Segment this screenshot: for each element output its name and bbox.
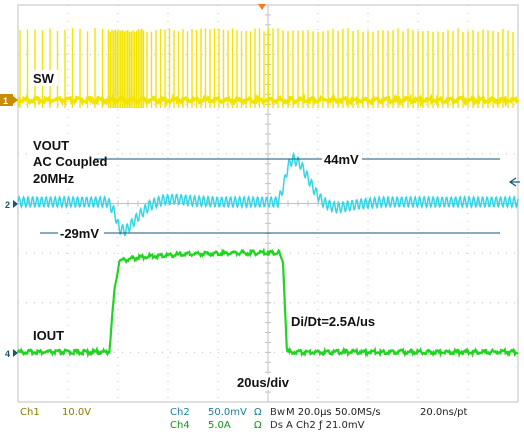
iout-label: IOUT (33, 328, 64, 343)
coupling-label: AC Coupled (33, 154, 107, 169)
ch4-scale: 5.0A (208, 420, 231, 431)
ch2-marker-arrow (13, 200, 18, 208)
ch4-impedance: Ω (254, 420, 262, 431)
iout-trace (16, 247, 519, 359)
ch1-marker-box (0, 94, 13, 106)
ch1-marker: 1 (3, 96, 8, 106)
timebase-label: 20us/div (237, 375, 290, 390)
ch2-name: Ch2 (170, 407, 190, 418)
sw-label-bg (32, 70, 58, 86)
bandwidth-label-bg (32, 170, 80, 186)
ch2-impedance: Ω (254, 407, 262, 418)
slew-rate-label: Di/Dt=2.5A/us (291, 314, 375, 329)
ch2-marker: 2 (5, 200, 10, 210)
bandwidth-label: 20MHz (33, 171, 75, 186)
vout-label: VOUT (33, 138, 69, 153)
horizontal-settings: M 20.0µs 50.0MS/s (286, 407, 381, 418)
ch4-name: Ch4 (170, 420, 190, 431)
vout-dip-label: -29mV (60, 226, 99, 241)
sw-label: SW (33, 71, 55, 86)
timebase-label-bg (236, 374, 302, 390)
bandwidth-limit-indicator: Bw (270, 407, 285, 418)
ch4-marker-arrow (13, 349, 18, 357)
traces (16, 28, 520, 359)
deskew-indicator: Ds (270, 420, 283, 431)
vout-label-bg (32, 137, 78, 153)
vout-trace (17, 151, 519, 237)
slew-label-bg (290, 313, 388, 329)
ch4-marker: 4 (5, 349, 10, 359)
status-bar: Ch1 10.0V Ch2 50.0mV Ω Bw M 20.0µs 50.0M… (20, 407, 468, 431)
vout-peak-label: 44mV (324, 152, 359, 167)
ch1-name: Ch1 (20, 407, 40, 418)
ch1-scale: 10.0V (62, 407, 91, 418)
dip-label-bg (58, 226, 104, 241)
iout-label-bg (32, 327, 70, 343)
ch2-scale: 50.0mV (208, 407, 247, 418)
trigger-position-marker (258, 4, 266, 10)
time-per-point: 20.0ns/pt (420, 407, 468, 418)
ch1-marker-arrow (13, 96, 18, 104)
peak-label-bg (322, 152, 362, 167)
trigger-settings: A Ch2 ƒ 21.0mV (286, 420, 365, 431)
coupling-label-bg (32, 153, 94, 169)
